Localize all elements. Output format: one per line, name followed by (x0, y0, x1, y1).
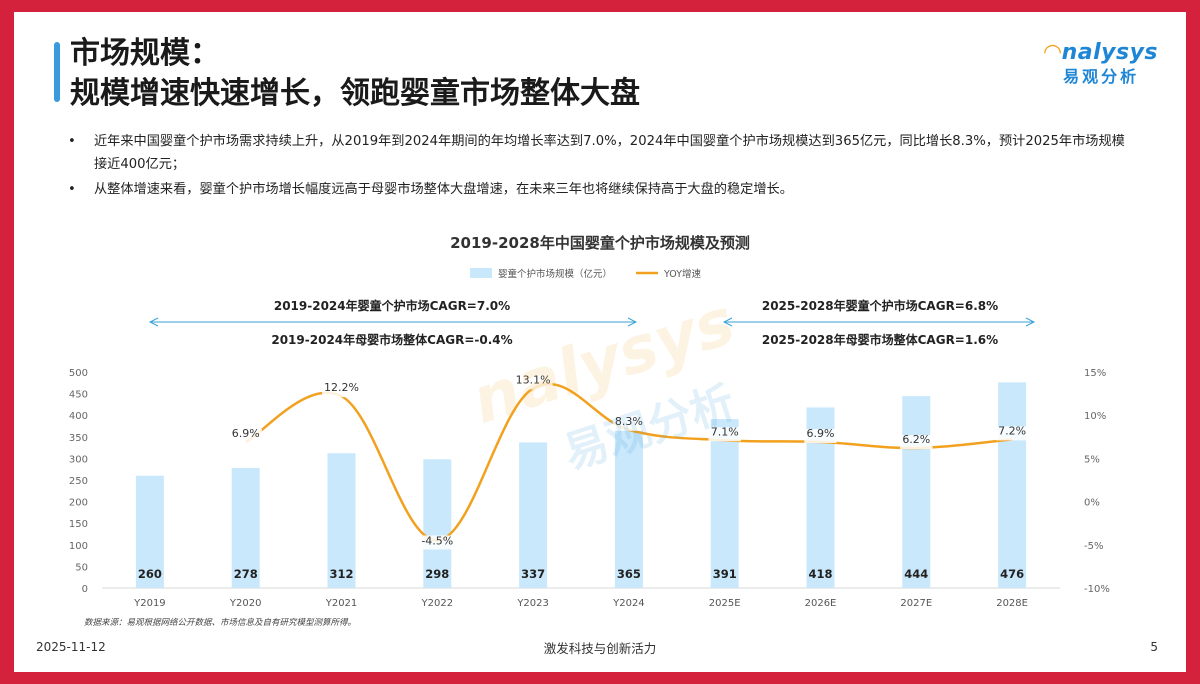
y-left-tick-label: 250 (69, 476, 88, 487)
logo-sub-text: 易观分析 (1063, 67, 1140, 86)
x-tick-label: 2027E (900, 598, 932, 609)
bullet-item: 从整体增速来看，婴童个护市场增长幅度远高于母婴市场整体大盘增速，在未来三年也将继… (66, 178, 1126, 201)
data-source-note: 数据来源：易观根据网络公开数据、市场信息及自有研究模型测算所得。 (84, 618, 357, 628)
x-tick-label: 2026E (805, 598, 837, 609)
y-left-tick-label: 350 (69, 433, 88, 444)
yoy-label-bg (513, 375, 553, 390)
y-right-tick-label: 10% (1084, 411, 1106, 422)
page-title-line1: 市场规模： (70, 36, 220, 71)
y-right-tick-label: -10% (1084, 584, 1110, 595)
cagr-arrow-2025-2028-right-head (1025, 317, 1036, 327)
bar-Y2022 (423, 459, 452, 588)
y-left-tick-label: 450 (69, 390, 88, 401)
yoy-line (245, 382, 1013, 542)
yoy-value-label: 8.3% (615, 415, 643, 428)
x-tick-label: Y2019 (133, 598, 166, 609)
logo-brand-text: nalysys (1061, 40, 1158, 65)
yoy-value-label: 7.2% (998, 424, 1026, 437)
legend-line-label: YOY增速 (663, 268, 702, 280)
y-left-tick-label: 500 (69, 368, 88, 379)
cagr-annotation: 2025-2028年婴童个护市场CAGR=6.8% (762, 298, 998, 313)
bullet-list: 近年来中国婴童个护市场需求持续上升，从2019年到2024年期间的年均增长率达到… (66, 130, 1126, 203)
cagr-annotation: 2025-2028年母婴市场整体CAGR=1.6% (762, 332, 998, 347)
yoy-label-bg (900, 435, 933, 450)
y-right-tick-label: 0% (1084, 498, 1100, 509)
logo-a-icon: ◠ (1044, 40, 1062, 65)
x-tick-label: Y2022 (421, 598, 454, 609)
y-right-tick-label: 5% (1084, 454, 1100, 465)
cagr-arrow-2019-2024-right-head (627, 317, 638, 327)
cagr-annotation: 2019-2024年母婴市场整体CAGR=-0.4% (271, 332, 512, 347)
y-left-tick-label: 150 (69, 519, 88, 530)
cagr-annotation: 2019-2024年婴童个护市场CAGR=7.0% (274, 298, 510, 313)
analysys-logo: ◠nalysys 易观分析 (1044, 40, 1158, 87)
bar-Y2019 (135, 475, 164, 588)
title-accent-bar (54, 42, 60, 102)
yoy-label-bg (417, 535, 457, 550)
y-left-tick-label: 100 (69, 541, 88, 552)
page-number: 5 (1150, 640, 1158, 654)
bar-Y2023 (519, 442, 548, 588)
bar-value-label: 298 (425, 567, 449, 581)
x-tick-label: 2025E (709, 598, 741, 609)
bar-2025E (710, 419, 739, 588)
yoy-label-bg (708, 427, 741, 442)
yoy-label-bg (995, 426, 1029, 441)
yoy-label-bg (804, 428, 837, 443)
slide: 市场规模： 规模增速快速增长，领跑婴童市场整体大盘 ◠nalysys 易观分析 … (14, 12, 1186, 672)
page-title-line2: 规模增速快速增长，领跑婴童市场整体大盘 (70, 76, 640, 111)
bar-2028E (998, 382, 1027, 588)
x-tick-label: Y2023 (516, 598, 549, 609)
y-right-tick-label: 15% (1084, 368, 1106, 379)
bar-value-label: 391 (713, 567, 737, 581)
footer-slogan: 激发科技与创新活力 (543, 641, 657, 656)
bar-value-label: 444 (904, 567, 928, 581)
y-left-tick-label: 0 (82, 584, 88, 595)
yoy-label-bg (229, 428, 262, 443)
bar-Y2021 (327, 453, 356, 588)
x-tick-label: Y2020 (229, 598, 262, 609)
y-left-tick-label: 400 (69, 411, 88, 422)
cagr-arrow-2025-2028-left-head (722, 317, 733, 327)
bar-value-label: 476 (1000, 567, 1024, 581)
yoy-value-label: 12.2% (324, 381, 359, 394)
bar-value-label: 418 (808, 567, 832, 581)
y-left-tick-label: 200 (69, 498, 88, 509)
x-tick-label: Y2024 (612, 598, 645, 609)
yoy-value-label: 13.1% (516, 373, 551, 386)
legend-bar-label: 婴童个护市场规模（亿元） (498, 268, 612, 280)
yoy-value-label: 7.1% (711, 425, 739, 438)
footer-date: 2025-11-12 (36, 640, 106, 654)
yoy-value-label: 6.9% (232, 427, 260, 440)
legend-bar-swatch (470, 268, 492, 278)
yoy-label-bg (322, 383, 361, 398)
bar-value-label: 337 (521, 567, 545, 581)
chart-title: 2019-2028年中国婴童个护市场规模及预测 (450, 234, 750, 252)
y-left-tick-label: 300 (69, 454, 88, 465)
bar-value-label: 260 (138, 567, 162, 581)
bar-value-label: 312 (329, 567, 353, 581)
x-tick-label: Y2021 (325, 598, 358, 609)
y-left-tick-label: 50 (75, 562, 88, 573)
bullet-item: 近年来中国婴童个护市场需求持续上升，从2019年到2024年期间的年均增长率达到… (66, 130, 1126, 176)
yoy-label-bg (612, 416, 646, 431)
yoy-value-label: 6.2% (902, 433, 930, 446)
yoy-value-label: 6.9% (807, 427, 835, 440)
bar-2027E (902, 396, 931, 588)
x-tick-label: 2028E (996, 598, 1028, 609)
yoy-value-label: -4.5% (421, 534, 453, 547)
cagr-arrow-2019-2024-left-head (148, 317, 159, 327)
bar-Y2024 (614, 430, 643, 588)
bar-value-label: 365 (617, 567, 641, 581)
page-title: 市场规模： 规模增速快速增长，领跑婴童市场整体大盘 (70, 34, 640, 114)
bar-Y2020 (231, 467, 260, 588)
y-right-tick-label: -5% (1084, 541, 1103, 552)
bar-value-label: 278 (234, 567, 258, 581)
